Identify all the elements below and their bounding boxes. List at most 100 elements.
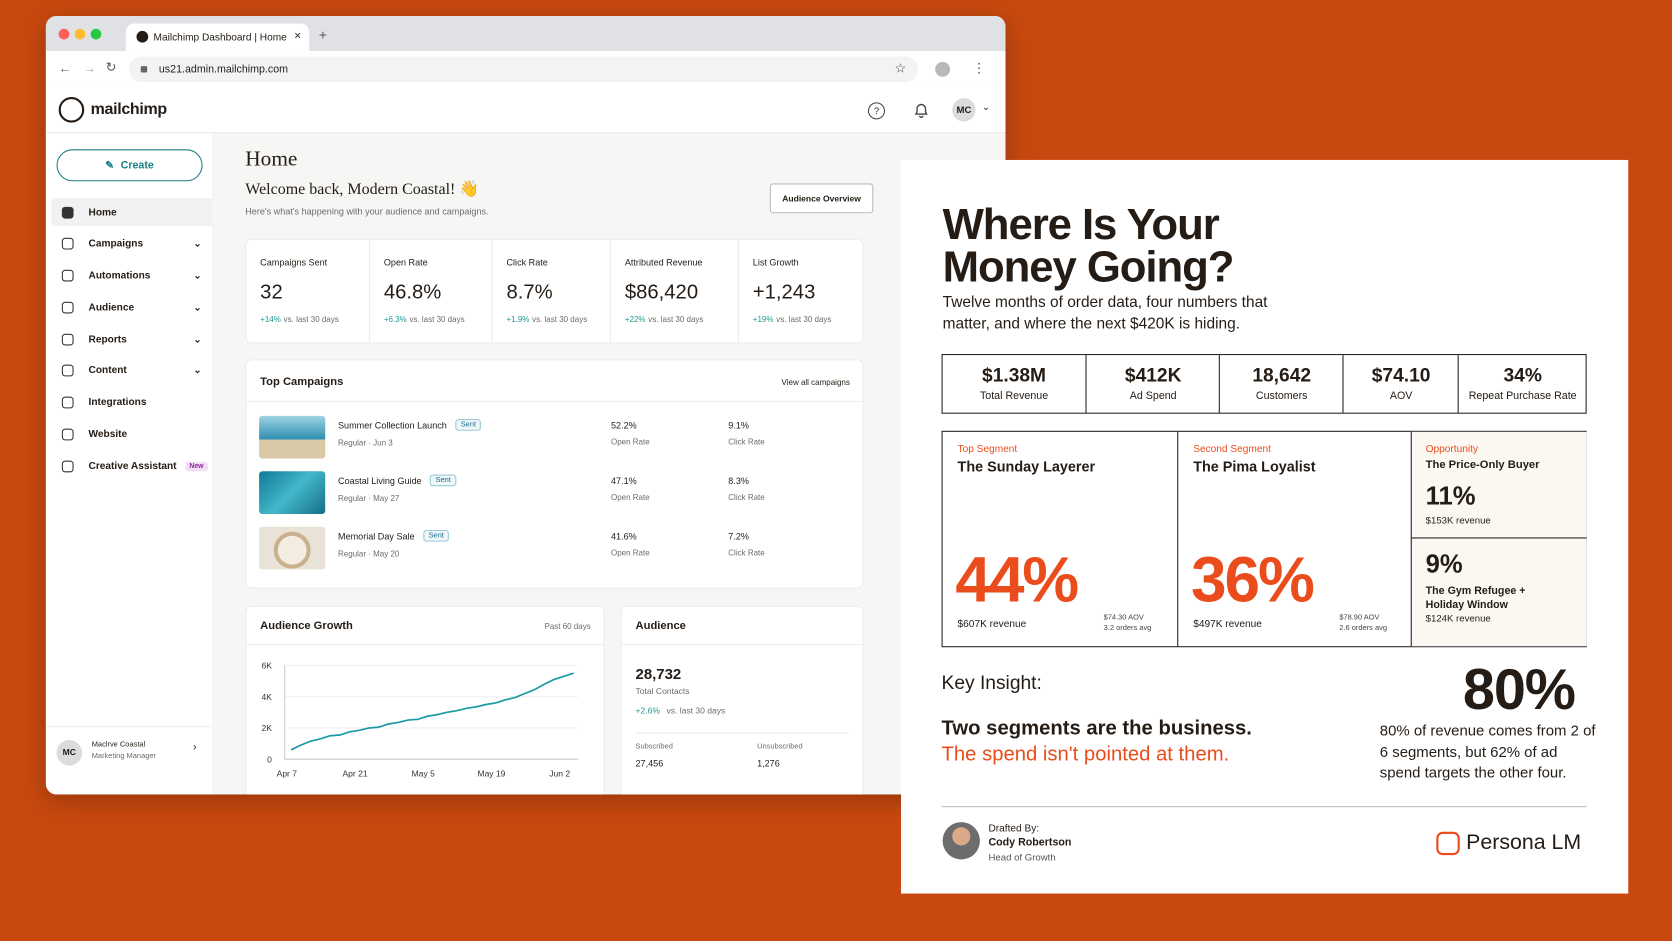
status-badge: Sent <box>423 529 450 542</box>
segments: Top Segment The Sunday Layerer 44% $607K re… <box>941 430 1587 648</box>
audience-overview-button[interactable]: Audience Overview <box>769 183 874 214</box>
close-dot[interactable] <box>58 28 70 40</box>
help-icon[interactable]: ? <box>867 102 886 120</box>
other-pct: 9% <box>1425 550 1463 580</box>
campaign-name-line[interactable]: Coastal Living Guide Sent <box>338 474 457 487</box>
stat-label: List Growth <box>752 256 799 268</box>
segment: Second Segment The Pima Loyalist 36% $497K … <box>1177 431 1412 647</box>
bookmark-star[interactable]: ☆ <box>894 60 907 76</box>
create-button[interactable]: ✎ Create <box>56 149 203 182</box>
open-rate-label: Open Rate <box>610 548 650 558</box>
app-header: mailchimp ? MC ⌄ <box>45 87 1006 134</box>
tab-close[interactable]: × <box>294 29 302 43</box>
user-block[interactable]: MC Maclrve Coastal Marketing Manager › <box>45 726 213 774</box>
nav-label: Campaigns <box>88 238 144 250</box>
opportunity-name: The Price-Only Buyer <box>1425 458 1540 472</box>
campaign-name[interactable]: Summer Collection Launch <box>338 419 447 431</box>
campaign-name-line[interactable]: Memorial Day Sale Sent <box>338 529 450 542</box>
top-campaigns-card: Top Campaigns View all campaigns Summer … <box>245 359 864 589</box>
avatar-chevron[interactable]: ⌄ <box>982 101 991 112</box>
segment-tag: Top Segment <box>957 443 1018 456</box>
minimize-dot[interactable] <box>74 28 86 40</box>
avatar[interactable]: MC <box>952 98 976 122</box>
stat-value: $86,420 <box>624 281 699 304</box>
click-rate: 8.3% <box>728 475 749 487</box>
x-tick-label: Jun 2 <box>549 768 570 778</box>
stat-note: vs. last 30 days <box>283 314 339 325</box>
url-field[interactable] <box>129 56 919 83</box>
back-button[interactable]: ← <box>58 60 72 76</box>
campaign-meta: Regular · Jun 3 <box>338 438 393 448</box>
stats-card: Campaigns Sent 32 +14% vs. last 30 days Open… <box>245 238 864 344</box>
report-subtitle: Twelve months of order data, four number… <box>942 294 1268 334</box>
nav-item[interactable]: Home <box>51 198 213 227</box>
stat-note: vs. last 30 days <box>776 314 832 325</box>
kpi: $1.38M Total Revenue <box>943 355 1086 413</box>
nav-item[interactable]: Reports ⌄ <box>51 325 212 353</box>
nav-item[interactable]: Creative Assistant New <box>51 452 212 480</box>
nav-item[interactable]: Integrations <box>51 389 212 417</box>
reload-button[interactable]: ↻ <box>105 59 117 75</box>
nav-badge: New <box>185 461 208 471</box>
user-avatar: MC <box>56 740 83 766</box>
opportunity-pct: 11% <box>1425 481 1476 511</box>
segment-pct: 36% <box>1191 543 1315 616</box>
segment-name: The Sunday Layerer <box>957 458 1096 475</box>
author-role: Head of Growth <box>988 851 1056 863</box>
insight-label: Key Insight: <box>941 671 1042 694</box>
y-tick-label: 2K <box>261 723 272 733</box>
insight-stat-text: 80% of revenue comes from 2 of 6 segment… <box>1379 721 1596 781</box>
subscribed: 27,456 <box>635 758 664 769</box>
nav-item[interactable]: Content ⌄ <box>51 357 212 385</box>
stat: Campaigns Sent 32 +14% vs. last 30 days <box>246 240 369 342</box>
kpi: $74.10 AOV <box>1342 355 1458 413</box>
author-name: Cody Robertson <box>988 837 1072 849</box>
profile-icon[interactable] <box>935 61 951 77</box>
nav-item[interactable]: Audience ⌄ <box>51 293 212 321</box>
kpi-value: $74.10 <box>1371 364 1431 387</box>
card-title: Audience <box>635 619 686 633</box>
nav-label: Content <box>88 364 127 377</box>
insight-sub: The spend isn't pointed at them. <box>941 743 1230 766</box>
new-tab[interactable]: + <box>318 26 327 43</box>
growth-line <box>290 672 574 751</box>
divider <box>246 400 863 402</box>
campaign-name[interactable]: Coastal Living Guide <box>338 475 422 486</box>
nav-icon <box>61 238 74 250</box>
campaign-name-line[interactable]: Summer Collection Launch Sent <box>338 419 482 431</box>
stat: Click Rate 8.7% +1.9% vs. last 30 days <box>491 239 611 343</box>
divider <box>941 806 1587 808</box>
nav-chevron: ⌄ <box>193 301 202 313</box>
forward-button[interactable]: → <box>83 60 96 76</box>
segment: Top Segment The Sunday Layerer 44% $607K re… <box>943 432 1177 646</box>
sidebar: ✎ Create Home Campaigns ⌄ Automations ⌄ Audien… <box>45 133 214 795</box>
user-name: Maclrve Coastal <box>91 741 146 749</box>
stat-value: +1,243 <box>752 281 816 304</box>
insight-stat: 80% <box>1462 657 1576 722</box>
nav-item[interactable]: Campaigns ⌄ <box>51 230 212 258</box>
open-rate: 41.6% <box>610 531 637 542</box>
page-title: Home <box>245 147 298 171</box>
nav-item[interactable]: Automations ⌄ <box>51 262 212 290</box>
stat: Attributed Revenue $86,420 +22% vs. last 30… <box>609 239 739 343</box>
audience-growth-card: Audience Growth Past 60 days 0 2K 4K 6K Apr … <box>245 605 605 795</box>
click-rate-label: Click Rate <box>728 492 765 503</box>
nav-icon <box>61 364 74 377</box>
create-label: Create <box>120 159 154 172</box>
nav-icon <box>61 396 74 409</box>
logo[interactable]: mailchimp <box>90 100 168 119</box>
click-rate: 9.1% <box>728 420 749 431</box>
x-tick-label: Apr 7 <box>277 768 298 778</box>
menu-button[interactable]: ⋮ <box>972 60 986 76</box>
nav-item[interactable]: Website <box>51 420 212 448</box>
campaign-name[interactable]: Memorial Day Sale <box>338 530 415 542</box>
browser-tab[interactable]: Mailchimp Dashboard | Home × <box>125 23 310 52</box>
notification-icon[interactable] <box>913 101 930 118</box>
welcome-subtitle: Here's what's happening with your audien… <box>245 205 489 217</box>
kpi-label: AOV <box>1389 390 1413 402</box>
view-all-link[interactable]: View all campaigns <box>781 377 850 388</box>
maximize-dot[interactable] <box>90 28 102 40</box>
